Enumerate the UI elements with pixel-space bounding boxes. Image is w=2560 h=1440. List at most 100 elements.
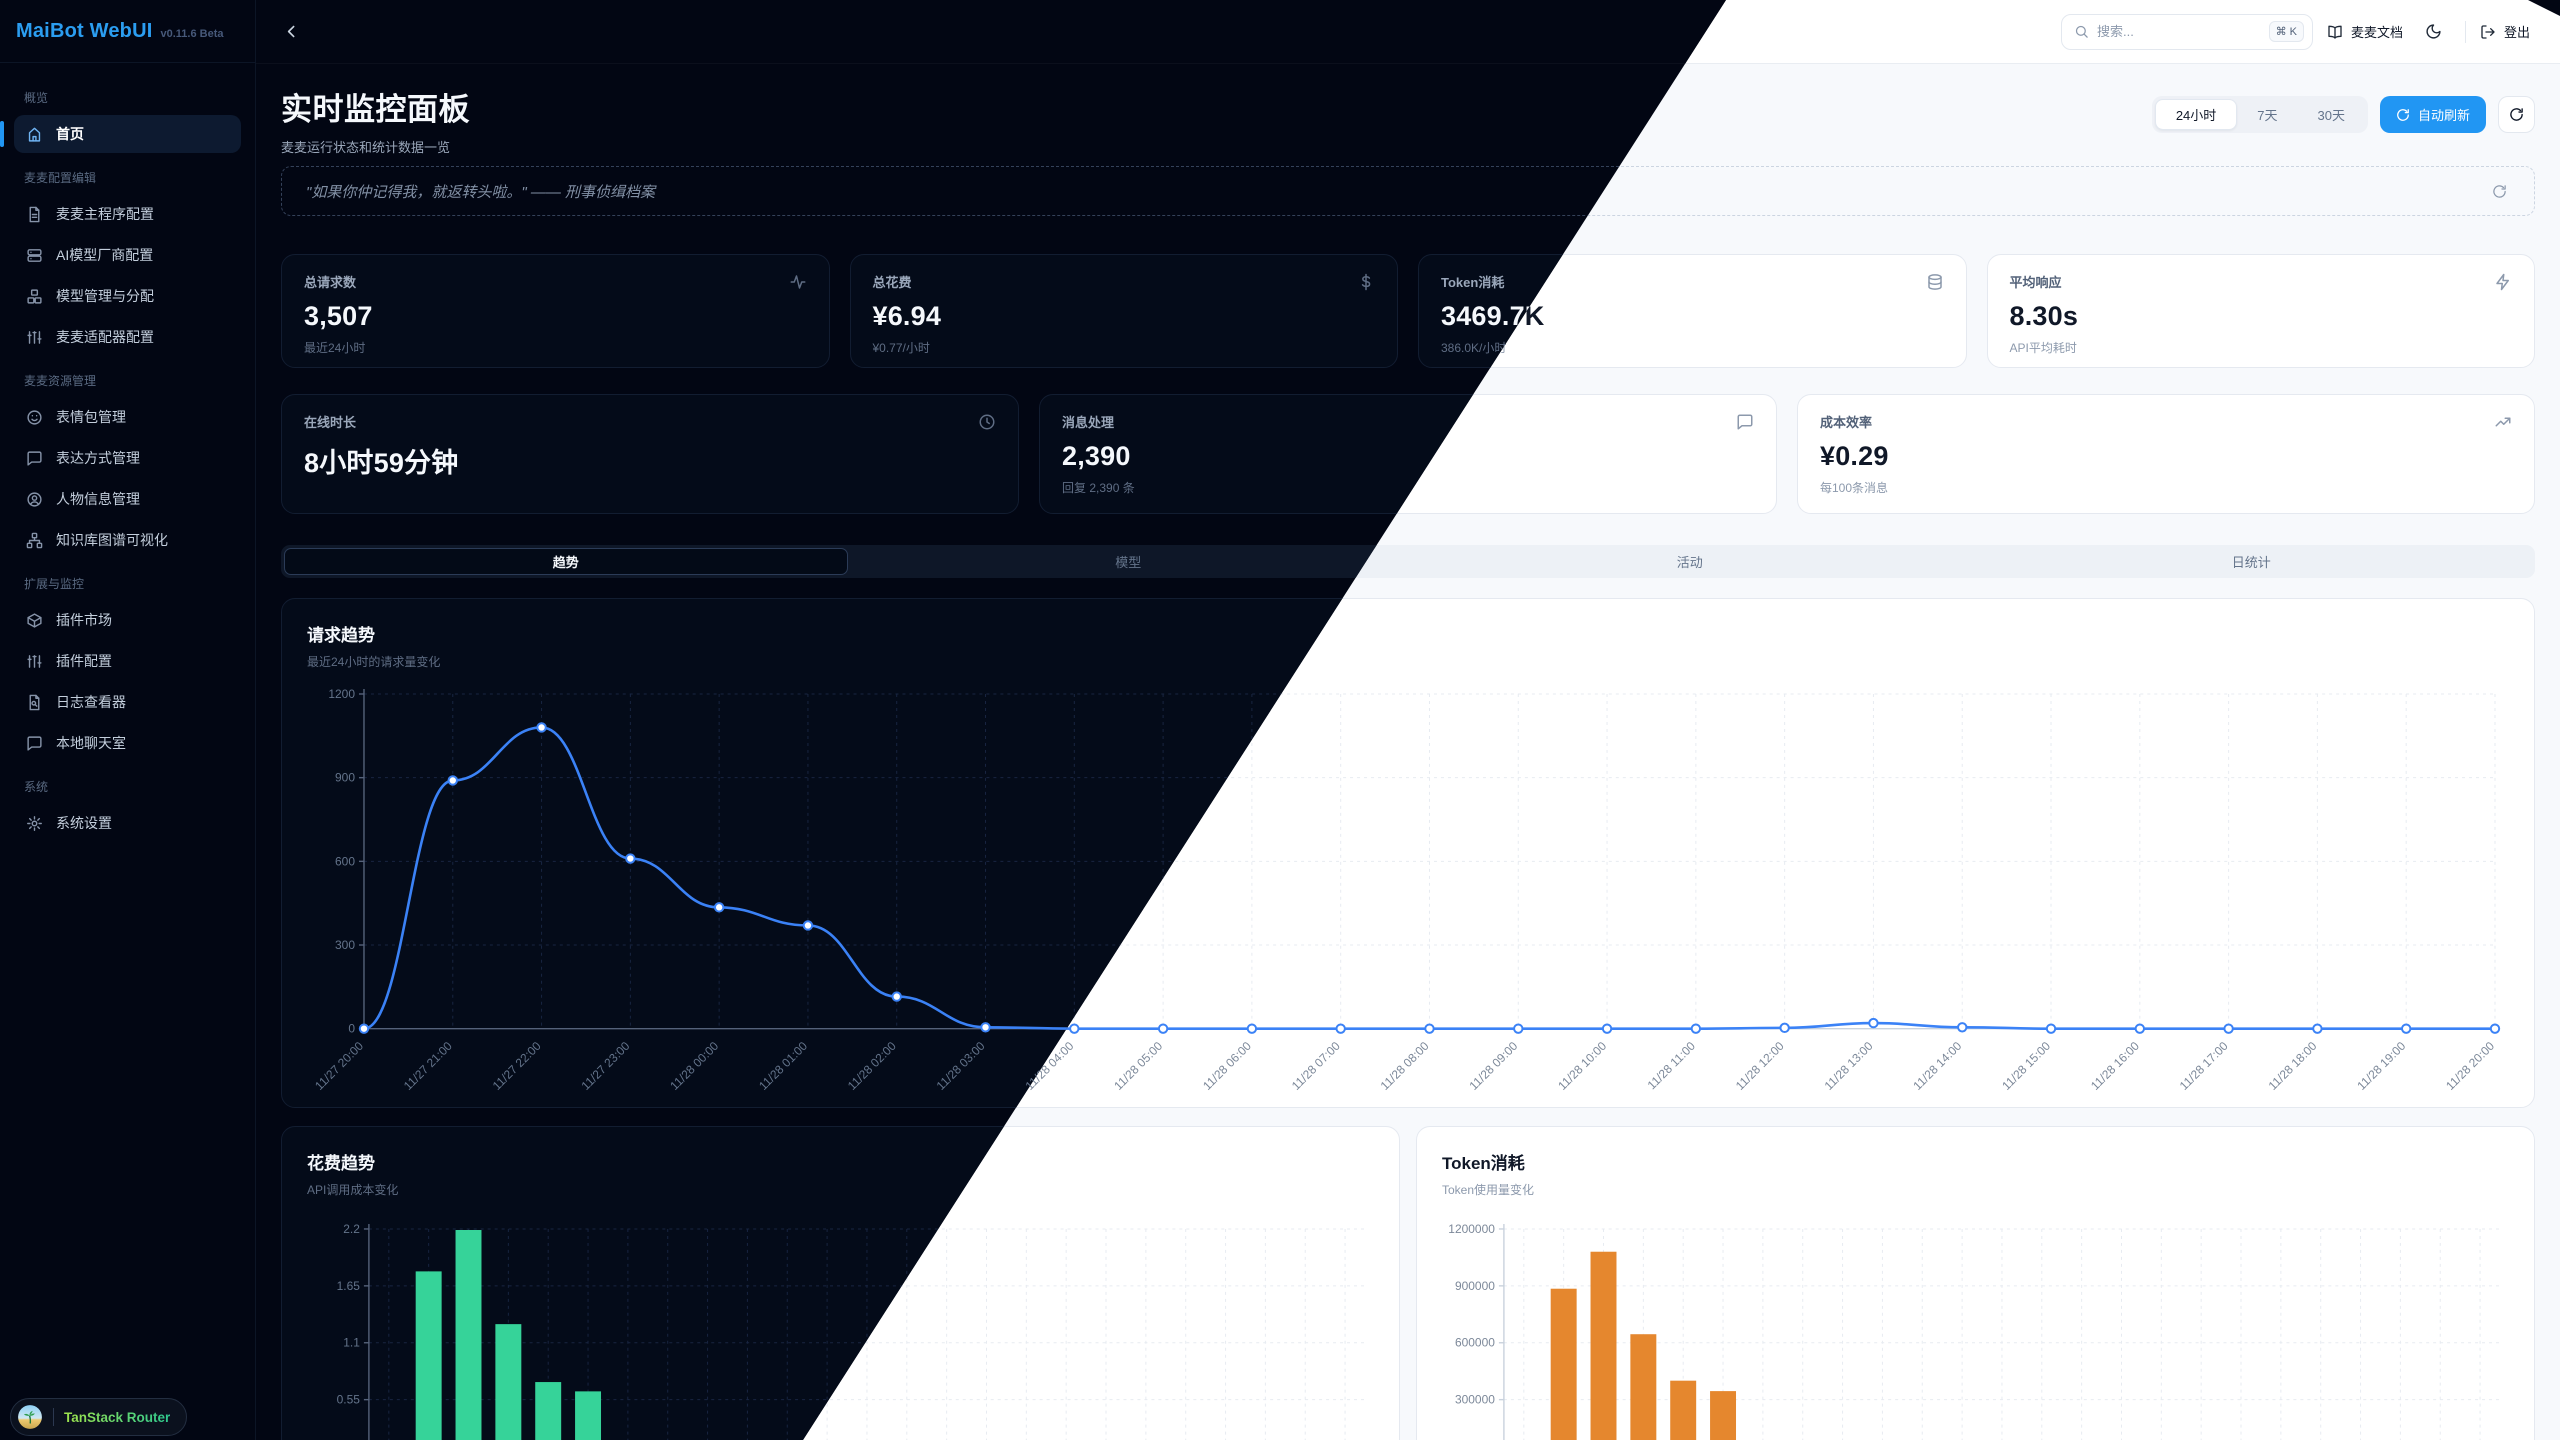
sidebar-item-log-viewer[interactable]: 日志查看器 <box>14 683 241 721</box>
svg-text:11/28 12:00: 11/28 12:00 <box>1733 1039 1787 1093</box>
sidebar-item-expression-management[interactable]: 表达方式管理 <box>14 439 241 477</box>
sidebar-item-system-settings[interactable]: 系统设置 <box>14 804 241 842</box>
sidebar-item-person-info[interactable]: 人物信息管理 <box>14 480 241 518</box>
database-icon <box>1926 273 1944 291</box>
svg-text:11/28 01:00: 11/28 01:00 <box>756 1039 810 1093</box>
sidebar-item-emoji-management[interactable]: 表情包管理 <box>14 398 241 436</box>
svg-text:11/28 16:00: 11/28 16:00 <box>2088 1039 2142 1093</box>
range-24h-button[interactable]: 24小时 <box>2154 99 2238 130</box>
tanstack-router-badge[interactable]: TanStack Router <box>10 1398 188 1436</box>
svg-text:300000: 300000 <box>1455 1393 1495 1407</box>
stat-value: ¥0.29 <box>1820 441 1889 471</box>
logout-label: 登出 <box>2503 25 2530 40</box>
refresh-button[interactable] <box>2498 96 2535 133</box>
quote-refresh-button[interactable] <box>2484 176 2514 206</box>
stat-title: 消息处理 <box>1062 415 1115 430</box>
tanstack-logo-icon <box>17 1404 43 1430</box>
search-input[interactable] <box>2096 24 2261 39</box>
boxes-icon <box>26 288 43 305</box>
svg-text:300: 300 <box>335 938 355 952</box>
auto-refresh-label: 自动刷新 <box>2417 108 2470 123</box>
page-title: 实时监控面板 <box>281 92 470 127</box>
home-icon <box>26 126 43 143</box>
svg-text:11/28 19:00: 11/28 19:00 <box>2354 1039 2408 1093</box>
range-7d-button[interactable]: 7天 <box>2237 99 2297 130</box>
sidebar-item-label: 麦麦主程序配置 <box>56 206 154 222</box>
sidebar-item-label: 人物信息管理 <box>56 491 140 507</box>
sidebar-item-local-chat[interactable]: 本地聊天室 <box>14 724 241 762</box>
smile-icon <box>26 409 43 426</box>
topbar-divider <box>2464 20 2466 43</box>
svg-text:11/28 17:00: 11/28 17:00 <box>2177 1039 2231 1093</box>
network-icon <box>26 532 43 549</box>
refresh-icon <box>2492 184 2507 199</box>
sidebar-item-label: 首页 <box>56 126 84 142</box>
stat-subtext <box>304 487 996 501</box>
dollar-icon <box>1357 273 1375 291</box>
version-badge: v0.11.6 Beta <box>160 28 224 40</box>
svg-text:11/28 05:00: 11/28 05:00 <box>1111 1039 1165 1093</box>
tanstack-router-label: TanStack Router <box>64 1409 171 1425</box>
stat-subtext: 每100条消息 <box>1820 481 1889 495</box>
docs-button[interactable]: 麦麦文档 <box>2327 22 2403 41</box>
chart-title: 花费趋势 <box>307 1154 375 1173</box>
file-search-icon <box>26 694 43 711</box>
stat-subtext: 最近24小时 <box>304 341 366 355</box>
sidebar-collapse-button[interactable] <box>274 15 308 49</box>
time-range-control: 24小时 7天 30天 <box>2151 96 2368 133</box>
sidebar-item-plugin-market[interactable]: 插件市场 <box>14 601 241 639</box>
refresh-icon <box>2509 107 2524 122</box>
sidebar-nav: 概览 首页 麦麦配置编辑 麦麦主程序配置 AI模型厂商配置 模型管理与分配 麦麦… <box>0 63 255 855</box>
svg-text:900000: 900000 <box>1455 1279 1495 1293</box>
stat-subtext: 回复 2,390 条 <box>1062 481 1135 495</box>
sidebar-item-knowledge-graph[interactable]: 知识库图谱可视化 <box>14 521 241 559</box>
search-box[interactable]: ⌘ K <box>2060 13 2313 50</box>
theme-toggle-button[interactable] <box>2417 15 2451 49</box>
sidebar-item-label: AI模型厂商配置 <box>56 247 154 263</box>
sidebar-item-main-config[interactable]: 麦麦主程序配置 <box>14 195 241 233</box>
badge-divider <box>53 1408 54 1426</box>
svg-text:11/28 06:00: 11/28 06:00 <box>1200 1039 1254 1093</box>
topbar-actions: ⌘ K 麦麦文档 登出 <box>2060 13 2530 50</box>
sidebar-item-model-management[interactable]: 模型管理与分配 <box>14 277 241 315</box>
package-icon <box>26 612 43 629</box>
svg-text:11/27 22:00: 11/27 22:00 <box>490 1039 544 1093</box>
stat-title: 成本效率 <box>1820 415 1873 430</box>
sidebar-item-plugin-config[interactable]: 插件配置 <box>14 642 241 680</box>
svg-text:11/28 00:00: 11/28 00:00 <box>667 1039 721 1093</box>
stat-card-online-time: 在线时长 8小时59分钟 <box>281 394 1019 514</box>
logout-button[interactable]: 登出 <box>2480 22 2530 41</box>
svg-text:11/27 23:00: 11/27 23:00 <box>578 1039 632 1093</box>
svg-text:0: 0 <box>348 1022 355 1036</box>
stat-card-avg-response: 平均响应 8.30s API平均耗时 <box>1986 254 2535 368</box>
quote-banner: "如果你仲记得我，就返转头啦。" —— 刑事侦缉档案 <box>281 166 1726 216</box>
tab-models[interactable]: 模型 <box>848 548 1410 575</box>
server-icon <box>26 247 43 264</box>
stat-title: 在线时长 <box>304 415 357 430</box>
tab-daily-stats[interactable]: 日统计 <box>1971 548 2533 575</box>
sidebar-item-ai-providers[interactable]: AI模型厂商配置 <box>14 236 241 274</box>
svg-text:11/28 14:00: 11/28 14:00 <box>1910 1039 1964 1093</box>
stat-card-total-cost: 总花费 ¥6.94 ¥0.77/小时 <box>849 254 1398 368</box>
chart-subtitle: API调用成本变化 <box>307 1183 399 1197</box>
tab-trend[interactable]: 趋势 <box>284 548 848 575</box>
auto-refresh-button[interactable]: 自动刷新 <box>2379 96 2486 133</box>
moon-icon <box>2425 23 2442 40</box>
tab-activity[interactable]: 活动 <box>1409 548 1971 575</box>
token-usage-bar-chart: 0300000600000900000120000011/27 20:0011/… <box>1448 1222 2501 1440</box>
svg-text:11/27 21:00: 11/27 21:00 <box>401 1039 455 1093</box>
stat-card-cost-efficiency: 成本效率 ¥0.29 每100条消息 <box>1797 394 2535 514</box>
sidebar-item-label: 模型管理与分配 <box>56 288 154 304</box>
chart-title: 请求趋势 <box>307 626 375 645</box>
range-30d-button[interactable]: 30天 <box>2298 99 2365 130</box>
docs-label: 麦麦文档 <box>2350 25 2403 40</box>
sidebar-item-label: 知识库图谱可视化 <box>56 532 168 548</box>
trending-up-icon <box>2494 413 2512 431</box>
sidebar-item-home[interactable]: 首页 <box>0 115 241 153</box>
stat-title: 总花费 <box>872 275 912 290</box>
sidebar-item-label: 插件配置 <box>56 653 112 669</box>
search-icon <box>2074 24 2089 39</box>
stat-title: 平均响应 <box>2009 275 2062 290</box>
stat-title: Token消耗 <box>1441 275 1505 290</box>
sidebar-item-adapter-config[interactable]: 麦麦适配器配置 <box>14 318 241 356</box>
